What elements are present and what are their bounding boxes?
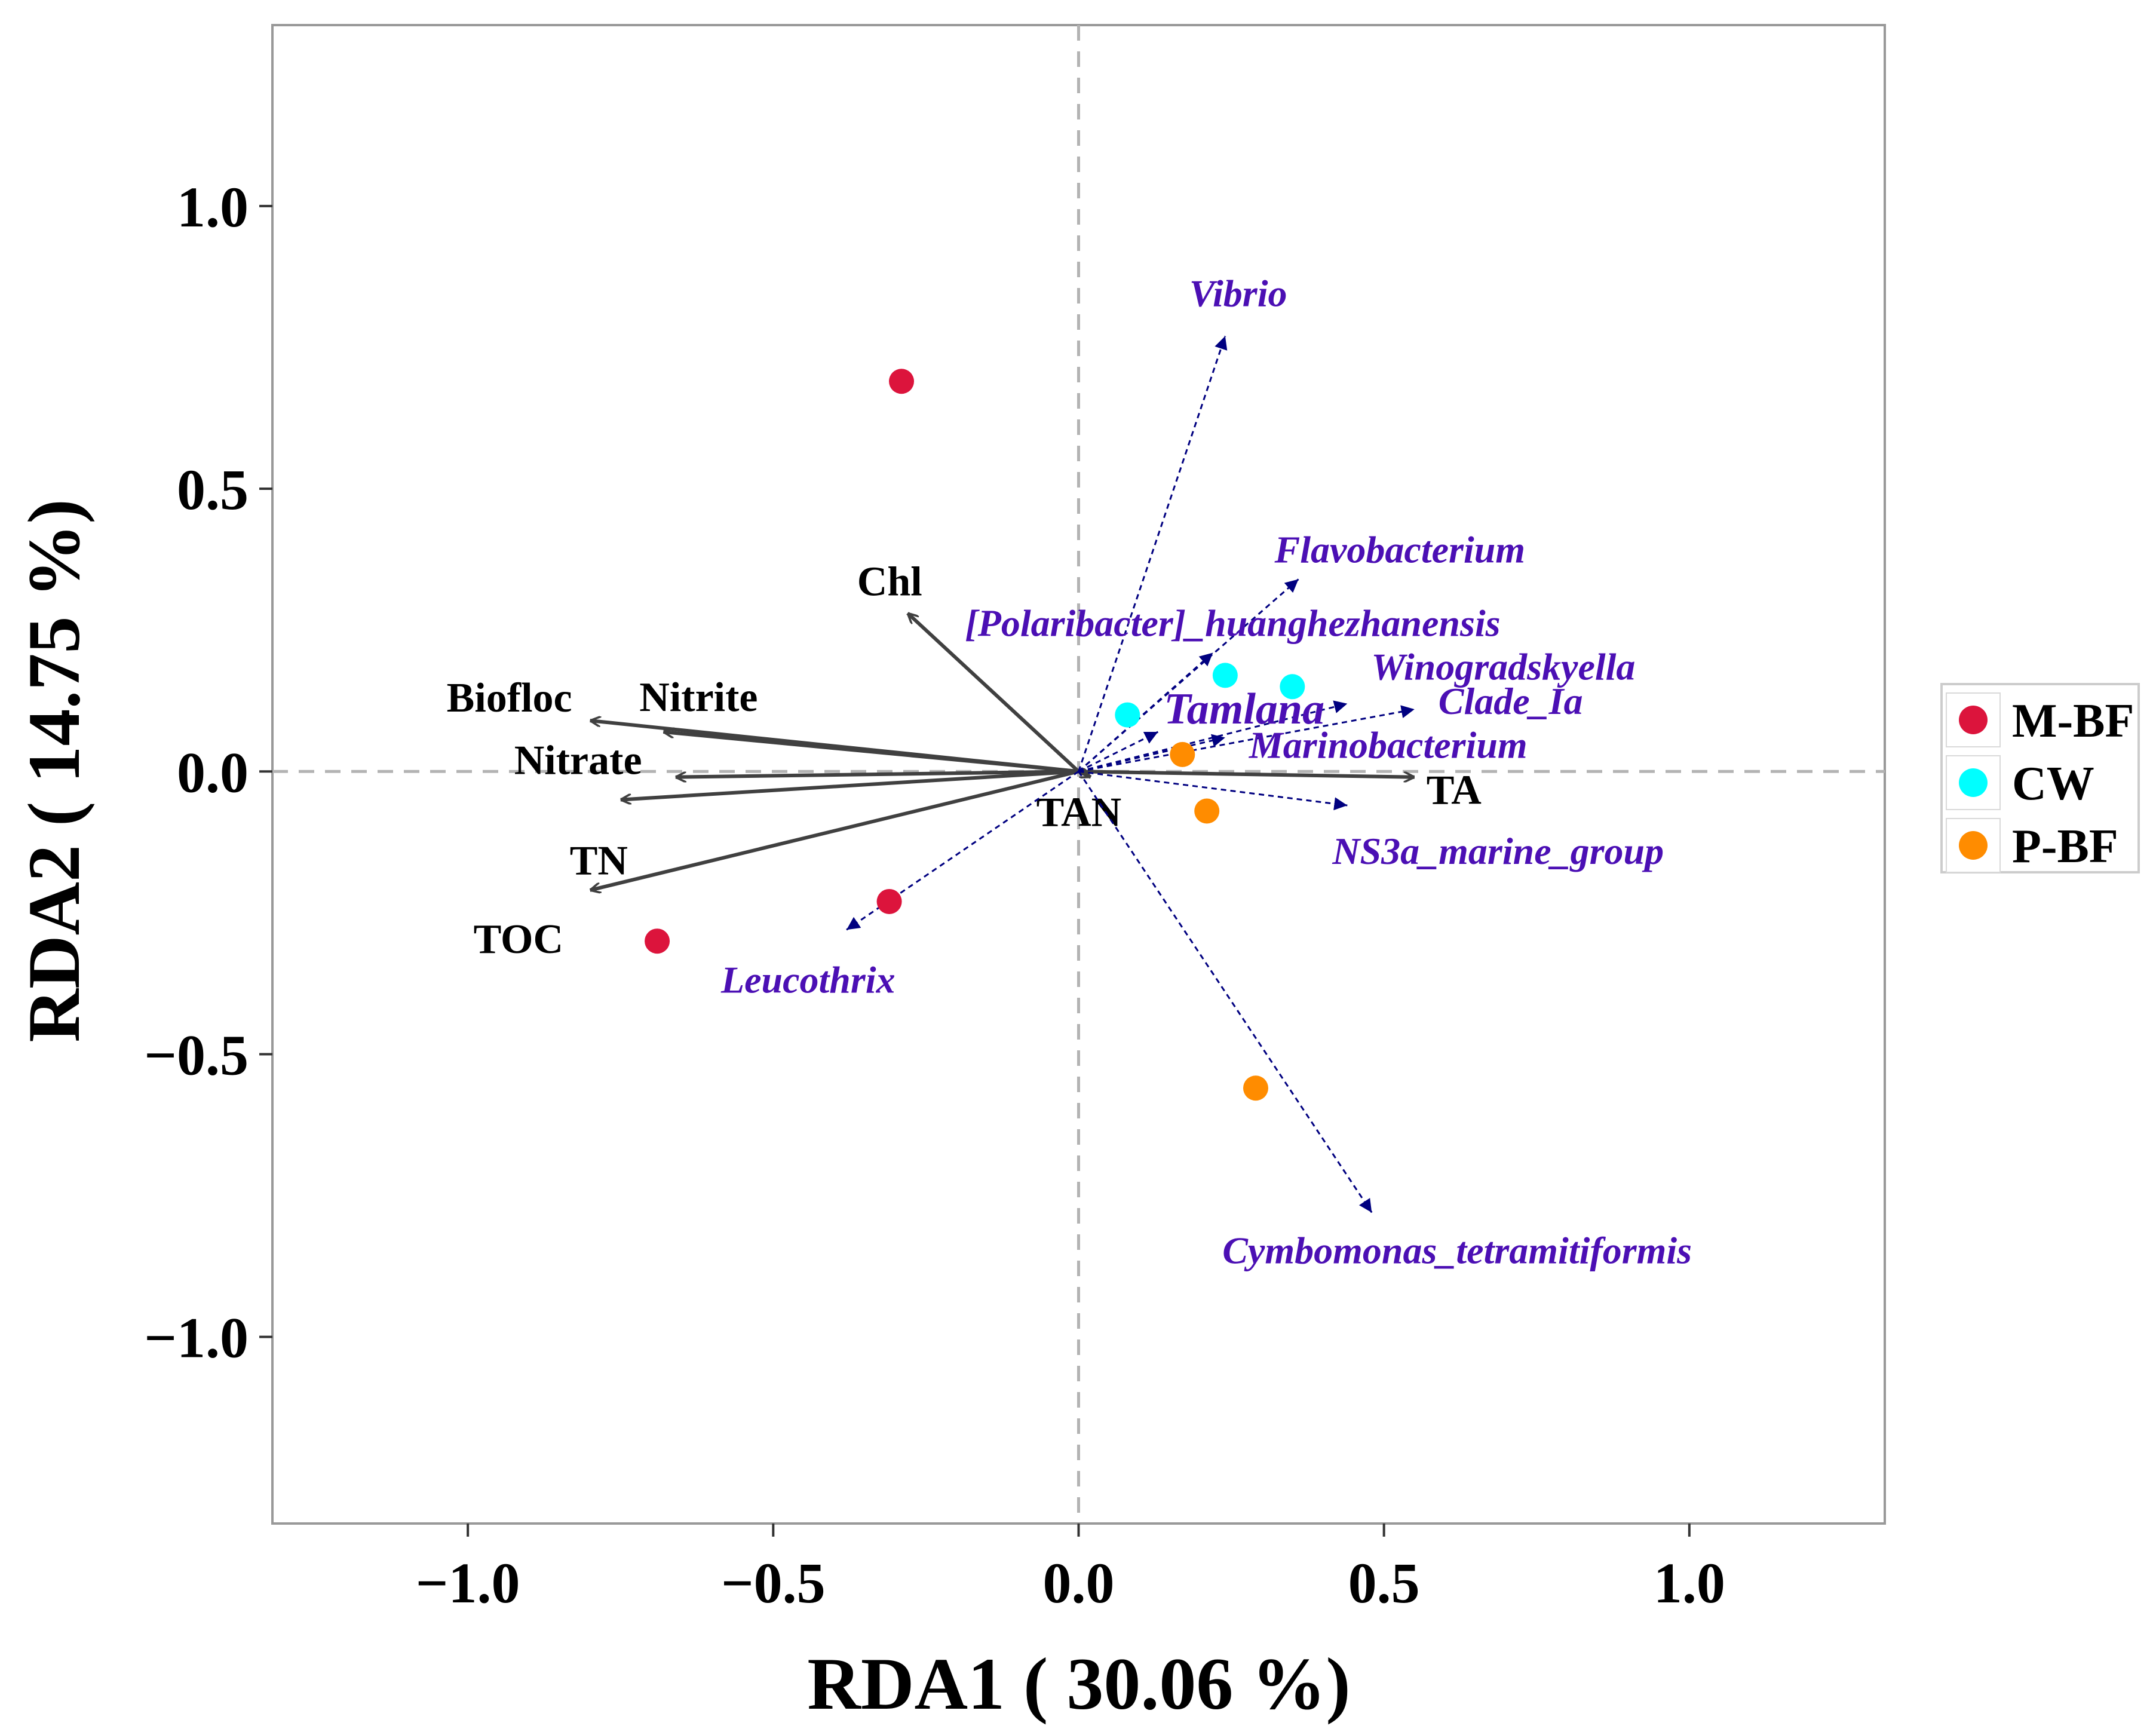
x-tick-label: 0.0 [1043, 1551, 1115, 1615]
y-axis-title: RDA2 ( 14.75 %) [13, 499, 95, 1042]
sample-point-p-bf [1243, 1075, 1268, 1101]
taxa-label-clade-ia: Clade_Ia [1439, 680, 1583, 722]
env-label-tn: TN [570, 838, 628, 884]
legend-label-cw: CW [2012, 758, 2094, 810]
env-label-ta: TA [1427, 768, 1482, 814]
taxa-label-marinobacterium: Marinobacterium [1249, 724, 1528, 766]
env-arrow-ta [1078, 770, 1415, 777]
taxa-arrow-polaribacter-huanghezhanensis [1078, 652, 1214, 773]
env-arrow-nitrite [663, 732, 1079, 774]
legend-key-p-bf [1959, 831, 1988, 860]
sample-point-cw [1115, 702, 1140, 728]
sample-point-cw [1280, 674, 1305, 700]
taxa-label-vibrio: Vibrio [1189, 272, 1287, 315]
legend-key-cw [1959, 768, 1988, 797]
taxa-arrow-cymbomonas-tetramitiformis [1078, 771, 1373, 1213]
taxa-label-flavobacterium: Flavobacterium [1274, 528, 1526, 571]
env-label-nitrate: Nitrate [514, 738, 642, 784]
env-arrow-nitrate [676, 770, 1079, 777]
y-tick-label: 1.0 [177, 175, 249, 239]
x-axis: −1.0 −0.5 0.0 0.5 1.0 [416, 1524, 1725, 1615]
sample-point-m-bf [889, 369, 915, 394]
legend: M-BF CW P-BF [1940, 683, 2140, 873]
x-tick-label: 1.0 [1654, 1551, 1725, 1615]
env-label-chl: Chl [857, 559, 922, 605]
x-tick-label: 0.5 [1348, 1551, 1420, 1615]
y-tick-label: 0.0 [177, 740, 249, 804]
y-tick-label: −1.0 [144, 1306, 249, 1370]
legend-label-m-bf: M-BF [2012, 695, 2134, 747]
reference-lines [272, 25, 1885, 1524]
taxa-arrow-vibrio [1078, 336, 1228, 772]
x-axis-title: RDA1 ( 30.06 %) [807, 1643, 1350, 1725]
sample-point-m-bf [645, 928, 670, 954]
taxa-vectors: Vibrio Flavobacterium [Polaribacter]_huang… [720, 272, 1692, 1272]
y-tick-label: 0.5 [177, 458, 249, 522]
taxa-label-polaribacter-huanghezhanensis: [Polaribacter]_huanghezhanensis [965, 602, 1500, 645]
env-arrow-tn [621, 770, 1079, 799]
env-arrow-chl [907, 613, 1080, 773]
y-axis: 1.0 0.5 0.0 −0.5 −1.0 [144, 175, 272, 1370]
taxa-label-leucothrix: Leucothrix [720, 958, 895, 1001]
taxa-label-ns3a-marine-group: NS3a_marine_group [1332, 830, 1664, 872]
taxa-arrow-ns3a-marine-group [1078, 770, 1348, 811]
taxa-arrow-tamlana [1078, 731, 1159, 773]
env-label-toc: TOC [474, 916, 563, 962]
y-tick-label: −0.5 [144, 1023, 249, 1087]
sample-point-cw [1212, 663, 1238, 688]
taxa-arrow-marinobacterium [1078, 734, 1226, 773]
sample-point-p-bf [1170, 741, 1195, 767]
taxa-label-cymbomonas-tetramitiformis: Cymbomonas_tetramitiformis [1222, 1229, 1692, 1271]
x-tick-label: −1.0 [416, 1551, 520, 1615]
taxa-label-winogradskyella: Winogradskyella [1371, 646, 1635, 688]
x-tick-label: −0.5 [721, 1551, 826, 1615]
sample-points [645, 369, 1305, 1101]
env-label-tan: TAN [1036, 790, 1122, 836]
sample-point-p-bf [1194, 798, 1220, 824]
env-label-biofloc: Biofloc [447, 675, 572, 721]
env-arrow-toc [590, 770, 1079, 890]
env-label-nitrite: Nitrite [639, 675, 757, 721]
sample-point-m-bf [876, 888, 902, 914]
legend-key-m-bf [1959, 706, 1988, 734]
legend-label-p-bf: P-BF [2012, 820, 2118, 873]
